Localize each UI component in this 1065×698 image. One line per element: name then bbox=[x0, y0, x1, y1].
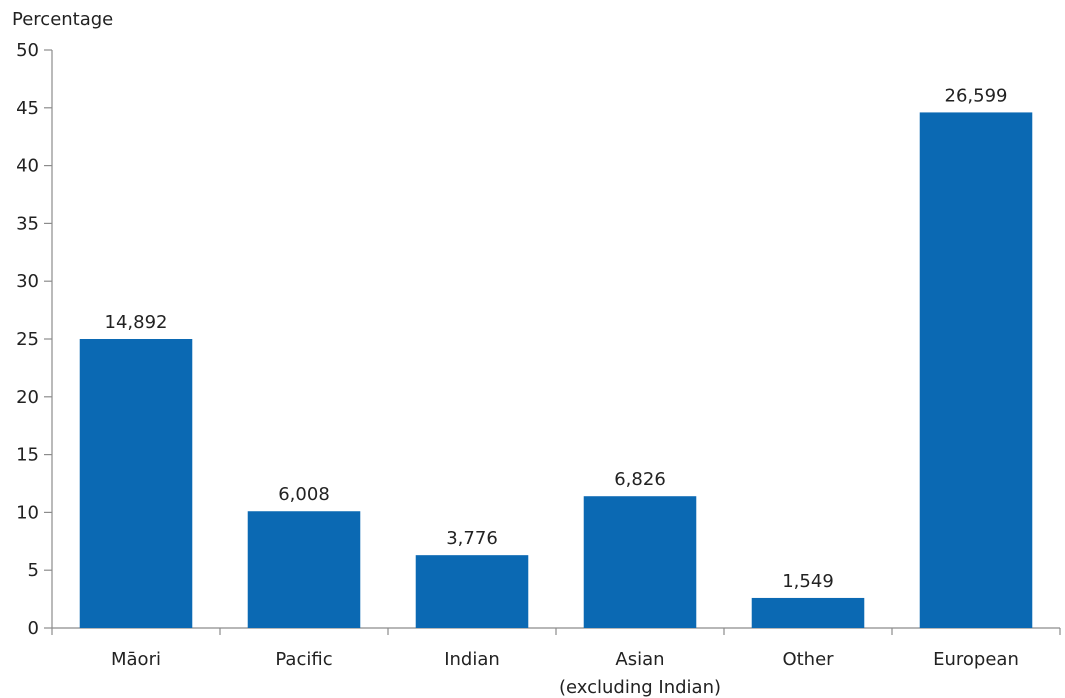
y-tick-label: 35 bbox=[16, 213, 39, 234]
y-tick-label: 25 bbox=[16, 329, 39, 350]
bar-value-label: 14,892 bbox=[105, 312, 168, 333]
x-tick-label: Indian bbox=[444, 649, 500, 670]
data-labels: 14,892 6,008 3,776 6,826 1,549 26,599 bbox=[105, 85, 1008, 592]
y-axis-title: Percentage bbox=[12, 9, 113, 30]
y-tick-label: 45 bbox=[16, 98, 39, 119]
y-tick-label: 5 bbox=[28, 560, 39, 581]
y-tick-label: 15 bbox=[16, 445, 39, 466]
bar bbox=[247, 511, 361, 628]
bar bbox=[415, 555, 529, 628]
bar-value-label: 6,826 bbox=[614, 469, 666, 490]
y-tick-label: 20 bbox=[16, 387, 39, 408]
x-axis bbox=[51, 627, 1061, 635]
y-tick-label: 0 bbox=[28, 618, 39, 639]
y-tick-label: 50 bbox=[16, 40, 39, 61]
x-tick-label: Other bbox=[782, 649, 834, 670]
bar bbox=[919, 112, 1033, 628]
x-tick-label: (excluding Indian) bbox=[559, 677, 721, 698]
y-tick-label: 10 bbox=[16, 502, 39, 523]
y-axis: 0 5 10 15 20 25 30 35 40 45 50 bbox=[16, 40, 53, 639]
bars bbox=[79, 112, 1033, 628]
x-tick-label: Pacific bbox=[275, 649, 332, 670]
x-tick-label: European bbox=[933, 649, 1019, 670]
bar bbox=[79, 339, 193, 628]
bar-value-label: 6,008 bbox=[278, 484, 330, 505]
category-labels: Māori Pacific Indian Asian (excluding Indian… bbox=[111, 649, 1019, 698]
bar-value-label: 3,776 bbox=[446, 528, 498, 549]
bar bbox=[583, 496, 697, 628]
bar-value-label: 1,549 bbox=[782, 571, 834, 592]
x-tick-label: Asian bbox=[615, 649, 664, 670]
y-tick-label: 30 bbox=[16, 271, 39, 292]
bar bbox=[751, 597, 865, 628]
x-tick-label: Māori bbox=[111, 649, 161, 670]
bar-value-label: 26,599 bbox=[945, 85, 1008, 106]
y-tick-label: 40 bbox=[16, 156, 39, 177]
